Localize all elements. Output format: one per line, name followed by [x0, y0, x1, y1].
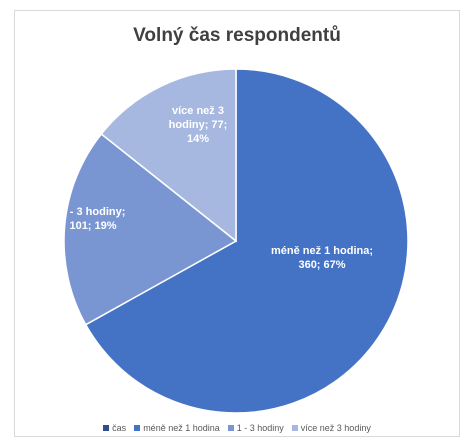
- legend-item-2: 1 - 3 hodiny: [227, 423, 284, 433]
- legend-swatch: [227, 425, 234, 431]
- legend-label: méně než 1 hodina: [143, 423, 220, 433]
- pie-chart: méně než 1 hodina; 360; 67% 1 - 3 hodiny; 1…: [61, 68, 409, 414]
- legend-swatch: [134, 425, 141, 431]
- chart-title: Volný čas respondentů: [133, 25, 341, 46]
- legend-label: 1 - 3 hodiny: [236, 423, 284, 433]
- chart-area: Volný čas respondentů méně než 1 hodina;…: [14, 10, 460, 437]
- legend-swatch: [291, 425, 298, 431]
- pie-slice-2: [100, 68, 237, 243]
- pie-slice-0: [84, 68, 409, 414]
- data-label-0: méně než 1 hodina; 360; 67%: [271, 245, 373, 271]
- legend-item-1: méně než 1 hodina: [134, 423, 220, 433]
- legend-label: více než 3 hodiny: [300, 423, 371, 433]
- legend-item-3: více než 3 hodiny: [291, 423, 371, 433]
- legend-label: čas: [112, 423, 127, 433]
- legend-item-0: čas: [103, 423, 126, 433]
- legend-swatch: [103, 425, 110, 431]
- data-label-2: více než 3 hodiny; 77; 14%: [169, 105, 228, 145]
- legend: čas méně než 1 hodina 1 - 3 hodiny více než…: [15, 423, 459, 433]
- pie-slice-1: [63, 132, 238, 326]
- data-label-1: 1 - 3 hodiny; 101; 19%: [61, 206, 126, 232]
